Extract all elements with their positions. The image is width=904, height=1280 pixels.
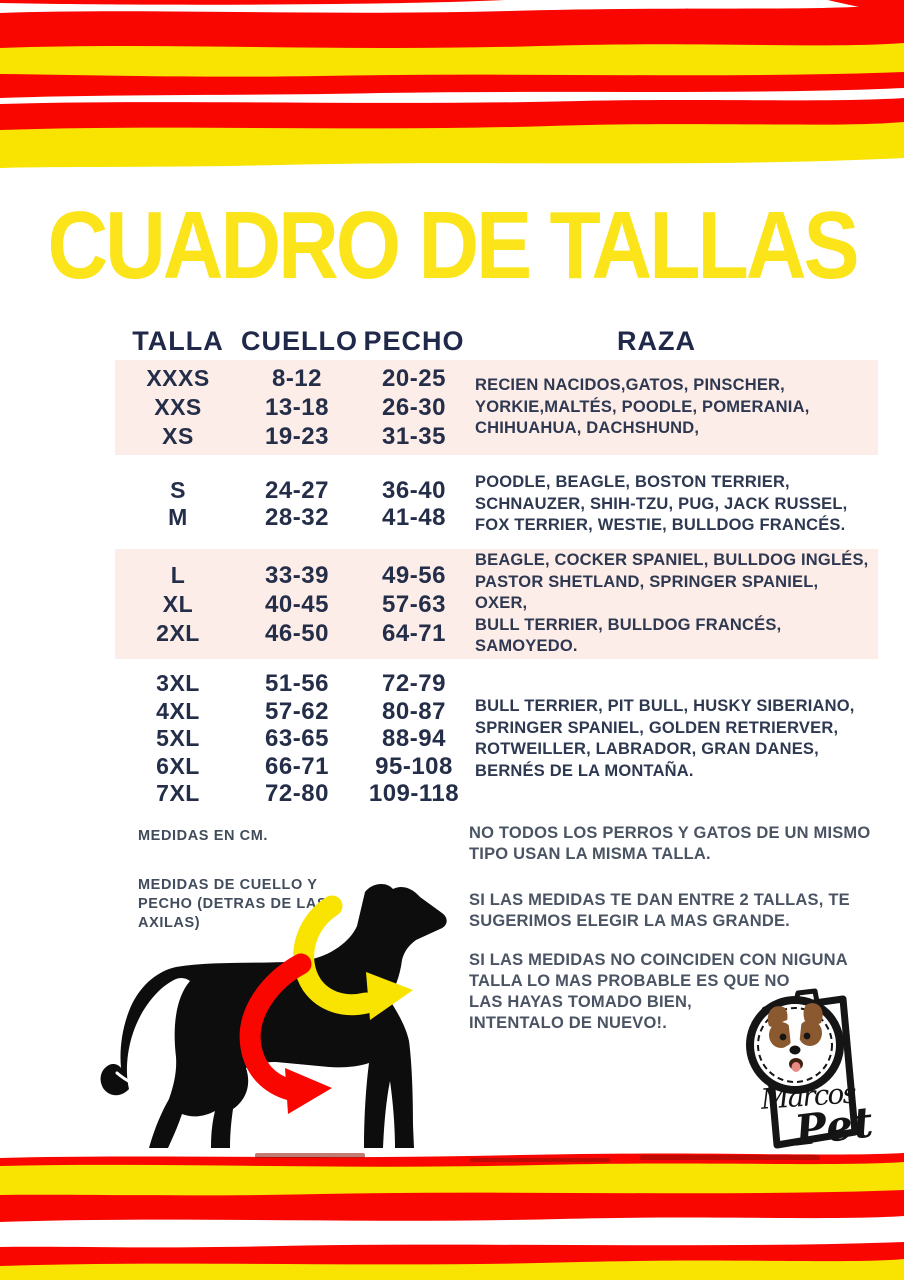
table-header-row: TALLA CUELLO PECHO RAZA: [115, 322, 878, 360]
size-label: 5XL: [156, 725, 200, 752]
breed-list: RECIEN NACIDOS,GATOS, PINSCHER, YORKIE,M…: [475, 376, 810, 438]
chest-range: 49-56: [382, 561, 446, 589]
neck-range: 28-32: [265, 504, 329, 532]
logo-text-line1: Marcos: [759, 1076, 858, 1116]
neck-range: 13-18: [265, 394, 329, 421]
size-label: 2XL: [156, 619, 200, 646]
tip-no-match: SI LAS MEDIDAS NO COINCIDEN CON NIGUNA T…: [469, 951, 848, 1032]
chest-range: 36-40: [382, 477, 446, 505]
chest-range: 109-118: [368, 780, 460, 808]
tip-same-size: NO TODOS LOS PERROS Y GATOS DE UN MISMO …: [469, 824, 871, 863]
size-group-xxxs-xs: XXXS XXS XS 8-12 13-18 19-23 20-25 26-30…: [115, 360, 878, 455]
neck-range: 51-56: [265, 670, 329, 698]
neck-range: 63-65: [265, 725, 329, 753]
neck-range: 66-71: [265, 752, 329, 780]
logo-text-line2: Pet: [791, 1097, 875, 1155]
chest-range: 41-48: [382, 504, 446, 532]
breed-list: BEAGLE, COCKER SPANIEL, BULLDOG INGLÉS, …: [475, 551, 869, 656]
neck-range: 24-27: [265, 477, 329, 505]
breed-list: BULL TERRIER, PIT BULL, HUSKY SIBERIANO,…: [475, 697, 855, 780]
size-label: XXS: [154, 394, 202, 420]
chest-range: 57-63: [382, 590, 446, 618]
puppy-photo-icon: [746, 996, 844, 1094]
size-group-s-m: S M 24-27 28-32 36-40 41-48 POODLE, BEAG…: [115, 472, 878, 534]
chest-measure-arrow-icon: [239, 953, 332, 1114]
size-label: 4XL: [156, 697, 200, 724]
size-group-3xl-7xl: 3XL 4XL 5XL 6XL 7XL 51-56 57-62 63-65 66…: [115, 662, 878, 816]
neck-range: 57-62: [265, 697, 329, 725]
size-label: 7XL: [156, 780, 200, 807]
note-units: MEDIDAS EN CM.: [138, 828, 269, 844]
neck-range: 19-23: [265, 423, 329, 450]
neck-range: 33-39: [265, 561, 329, 589]
brand-logo: Marcos Pet: [746, 988, 876, 1155]
size-label: 6XL: [156, 752, 200, 779]
top-stripes-decoration: [0, 0, 904, 168]
column-header-raza: RAZA: [617, 325, 696, 356]
size-group-l-2xl: L XL 2XL 33-39 40-45 46-50 49-56 57-63 6…: [115, 549, 878, 659]
dog-silhouette-icon: [100, 883, 447, 1148]
chest-range: 20-25: [382, 365, 446, 392]
size-label: L: [170, 561, 186, 588]
dog-measure-illustration: [100, 883, 447, 1148]
neck-measure-arrow-icon: [293, 895, 413, 1020]
size-label: S: [170, 477, 186, 504]
neck-range: 46-50: [265, 619, 329, 647]
size-label: M: [168, 504, 188, 531]
chest-range: 95-108: [375, 752, 453, 780]
chest-range: 31-35: [382, 423, 446, 450]
size-label: 3XL: [156, 670, 200, 697]
tip-between-sizes: SI LAS MEDIDAS TE DAN ENTRE 2 TALLAS, TE…: [469, 891, 850, 930]
breed-list: POODLE, BEAGLE, BOSTON TERRIER, SCHNAUZE…: [475, 473, 848, 534]
column-header-talla: TALLA: [132, 325, 224, 356]
note-measure: MEDIDAS DE CUELLO Y PECHO (DETRAS DE LAS…: [138, 877, 328, 931]
size-label: XXXS: [146, 365, 210, 391]
chest-range: 88-94: [382, 725, 446, 753]
size-label: XS: [162, 423, 194, 449]
column-header-cuello: CUELLO: [241, 325, 358, 356]
column-header-pecho: PECHO: [363, 325, 465, 356]
chest-range: 80-87: [382, 697, 446, 725]
neck-range: 72-80: [265, 780, 329, 808]
page-title: CUADRO DE TALLAS: [47, 191, 859, 299]
size-label: XL: [162, 590, 194, 617]
neck-range: 8-12: [271, 365, 323, 392]
chest-range: 72-79: [382, 670, 446, 698]
chest-range: 26-30: [382, 394, 446, 421]
bottom-stripes-decoration: [0, 1153, 904, 1280]
neck-range: 40-45: [265, 590, 329, 618]
chest-range: 64-71: [382, 619, 446, 647]
tail-notch: [115, 1071, 137, 1086]
